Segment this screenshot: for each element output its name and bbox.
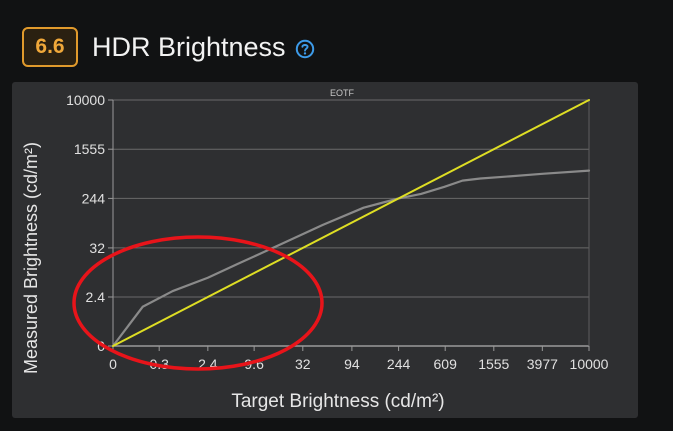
measured-eotf-point (171, 290, 174, 292)
section-title: HDR Brightness (92, 31, 286, 62)
x-tick-label: 1555 (478, 356, 509, 372)
x-tick-label: 0 (109, 356, 117, 372)
measured-eotf-point (277, 244, 280, 247)
measured-eotf-point (420, 193, 422, 195)
target-eotf-point (112, 345, 114, 347)
measured-eotf-point (207, 276, 209, 279)
x-axis-label: Target Brightness (cd/m²) (231, 391, 444, 412)
measured-eotf-point (541, 173, 544, 175)
y-tick-label: 2.4 (86, 289, 106, 305)
y-tick-label: 10000 (66, 92, 105, 108)
measured-eotf-point (461, 179, 464, 182)
x-tick-label: 3977 (527, 356, 558, 372)
measured-eotf-point (479, 177, 482, 180)
measured-eotf-line (111, 169, 591, 348)
x-tick-label: 244 (387, 356, 411, 372)
chart-panel: 0 2.4 32 244 1555 10000 0 0.3 2.4 9.6 32 94 244 609 1… (12, 82, 638, 418)
measured-eotf-point (362, 206, 365, 209)
x-tick-label: 609 (434, 356, 458, 372)
x-tick-label: 32 (295, 356, 311, 372)
y-tick-label: 1555 (74, 141, 105, 157)
measured-eotf-point (443, 186, 446, 188)
y-tick-label: 32 (89, 240, 105, 256)
measured-eotf-point (236, 263, 239, 265)
chart-title: EOTF (330, 88, 355, 98)
measured-eotf-point (588, 169, 590, 172)
measured-eotf-point (141, 305, 144, 308)
target-eotf-line (112, 99, 590, 347)
y-tick-label: 244 (82, 190, 106, 206)
target-eotf-point (588, 99, 590, 101)
measured-eotf-point (506, 175, 508, 178)
section-header: 6.6 HDR Brightness (22, 26, 315, 68)
x-tick-label: 94 (344, 356, 360, 372)
y-axis-label: Measured Brightness (cd/m²) (21, 142, 41, 374)
measured-eotf-point (321, 224, 324, 226)
x-tick-label: 10000 (570, 356, 609, 372)
annotation-ellipse (72, 235, 324, 371)
question-circle-icon[interactable] (295, 39, 315, 59)
score-badge: 6.6 (22, 27, 78, 67)
